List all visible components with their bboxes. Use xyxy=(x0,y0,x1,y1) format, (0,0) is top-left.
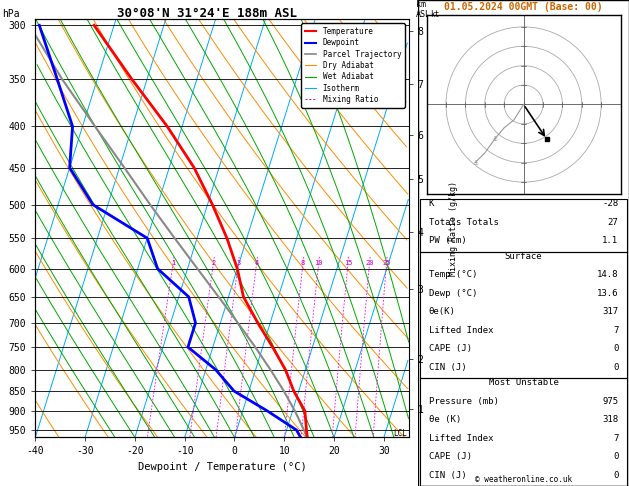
Text: 7: 7 xyxy=(613,326,618,335)
Text: km
ASL: km ASL xyxy=(416,0,431,19)
Text: 14.8: 14.8 xyxy=(597,270,618,279)
Text: 0: 0 xyxy=(613,471,618,480)
Text: CAPE (J): CAPE (J) xyxy=(429,344,472,353)
Text: 1: 1 xyxy=(171,260,175,266)
Text: 7: 7 xyxy=(613,434,618,443)
Text: 0: 0 xyxy=(613,452,618,461)
Text: CIN (J): CIN (J) xyxy=(429,471,466,480)
Text: Lifted Index: Lifted Index xyxy=(429,326,493,335)
Text: LCL: LCL xyxy=(393,429,408,438)
Text: -28: -28 xyxy=(603,199,618,208)
Legend: Temperature, Dewpoint, Parcel Trajectory, Dry Adiabat, Wet Adiabat, Isotherm, Mi: Temperature, Dewpoint, Parcel Trajectory… xyxy=(301,23,405,107)
Text: θe(K): θe(K) xyxy=(429,307,455,316)
Text: Pressure (mb): Pressure (mb) xyxy=(429,397,499,406)
Text: 3: 3 xyxy=(237,260,240,266)
Text: hPa: hPa xyxy=(2,9,19,19)
Text: 27: 27 xyxy=(608,218,618,227)
Text: Dewp (°C): Dewp (°C) xyxy=(429,289,477,298)
Text: 0: 0 xyxy=(613,363,618,372)
Text: Most Unstable: Most Unstable xyxy=(489,379,559,387)
Text: 317: 317 xyxy=(603,307,618,316)
Text: 2: 2 xyxy=(211,260,216,266)
Text: θe (K): θe (K) xyxy=(429,416,461,424)
Text: 15: 15 xyxy=(344,260,352,266)
Text: 8: 8 xyxy=(301,260,305,266)
Y-axis label: Mixing Ratio (g/kg): Mixing Ratio (g/kg) xyxy=(448,181,458,276)
Text: 30°08'N 31°24'E 188m ASL: 30°08'N 31°24'E 188m ASL xyxy=(118,7,298,20)
Text: CIN (J): CIN (J) xyxy=(429,363,466,372)
Text: Surface: Surface xyxy=(504,252,542,261)
Text: Lifted Index: Lifted Index xyxy=(429,434,493,443)
Text: 20: 20 xyxy=(365,260,374,266)
Text: 4: 4 xyxy=(255,260,259,266)
Text: 975: 975 xyxy=(603,397,618,406)
Text: CAPE (J): CAPE (J) xyxy=(429,452,472,461)
X-axis label: Dewpoint / Temperature (°C): Dewpoint / Temperature (°C) xyxy=(138,462,306,472)
Text: 318: 318 xyxy=(603,416,618,424)
Text: 01.05.2024 00GMT (Base: 00): 01.05.2024 00GMT (Base: 00) xyxy=(444,2,603,13)
Text: PW (cm): PW (cm) xyxy=(429,236,466,245)
Text: 0: 0 xyxy=(613,344,618,353)
Bar xyxy=(420,199,627,252)
Text: © weatheronline.co.uk: © weatheronline.co.uk xyxy=(475,474,572,484)
Text: Temp (°C): Temp (°C) xyxy=(429,270,477,279)
Text: 13.6: 13.6 xyxy=(597,289,618,298)
Text: Totals Totals: Totals Totals xyxy=(429,218,499,227)
Bar xyxy=(420,379,627,486)
Bar xyxy=(420,252,627,379)
Text: 25: 25 xyxy=(382,260,391,266)
Text: 1.1: 1.1 xyxy=(603,236,618,245)
Text: 10: 10 xyxy=(314,260,323,266)
Text: K: K xyxy=(429,199,434,208)
